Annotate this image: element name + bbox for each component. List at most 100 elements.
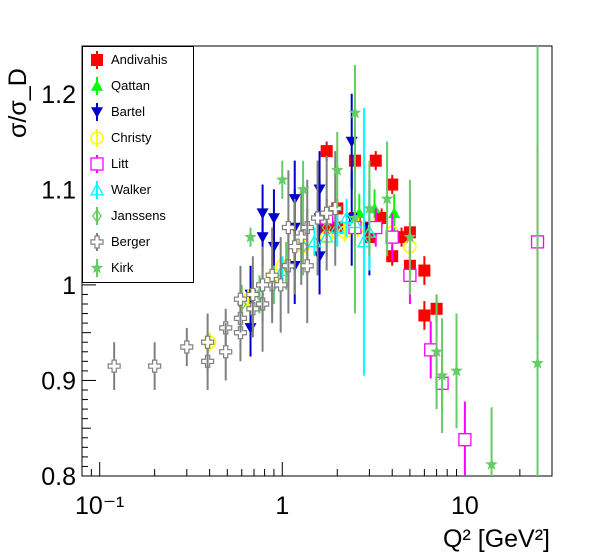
y-tick-label: 0.8 [41,463,76,491]
data-point-marker [107,359,121,373]
data-point-marker [450,364,463,377]
legend-marker [90,155,104,173]
x-tick-label: 10 [451,492,479,520]
legend-entry-litt: Litt [83,151,193,177]
data-point [107,342,121,390]
legend-entry-bartel: Bartel [83,99,193,125]
data-point [531,46,544,476]
data-point-marker [91,80,103,91]
data-point [294,189,308,285]
data-point-marker [281,220,295,235]
data-point-marker [320,145,333,158]
data-point [363,160,376,257]
data-point-marker [430,345,443,358]
data-point-marker [91,107,103,118]
data-point-marker [331,163,344,176]
data-point [265,227,279,324]
data-point-marker [348,106,362,119]
legend-entry-christy: Christy [83,125,193,151]
data-point [267,189,280,247]
data-point [331,132,344,209]
data-point [458,401,472,476]
data-point [348,122,362,314]
x-tick-label: 1 [275,492,289,520]
data-point-marker [403,230,417,243]
data-point-marker [274,278,288,292]
data-point [310,160,325,276]
data-point-marker [356,234,372,248]
data-point-marker [89,182,105,196]
data-point [201,313,215,371]
data-point-marker [267,241,280,253]
data-point-marker [91,54,103,66]
data-point [369,151,382,171]
legend-marker [90,259,104,277]
data-point-marker [219,345,233,359]
data-point-marker [265,268,279,282]
data-point-marker [90,235,104,249]
data-point-marker [180,340,194,354]
legend-entry-andivahis: Andivahis [83,47,193,73]
data-point-marker [201,335,215,349]
data-point [246,256,260,333]
data-point-marker [256,208,269,220]
data-point [430,294,443,410]
data-point [255,246,270,324]
data-point-marker [418,264,431,277]
data-point-marker [531,356,544,369]
data-point-marker [458,433,472,447]
legend-marker [91,51,103,69]
data-point-marker [363,201,376,214]
y-tick-label: 0.9 [41,367,76,395]
data-point [288,198,302,295]
data-point [356,108,372,376]
legend: Andivahis Qattan Bartel Christy Litt Walker Ja… [82,46,194,283]
data-point-marker [435,369,449,381]
data-point-marker [313,184,326,196]
y-tick-label: 1.2 [41,81,76,109]
legend-marker [91,103,103,121]
data-point [274,237,288,333]
legend-label: Christy [111,130,152,145]
data-point [219,323,233,381]
x-tick-label: 10⁻¹ [75,492,124,520]
y-tick-label: 1.1 [41,176,76,204]
data-point [485,407,498,476]
data-point-marker [233,326,248,340]
data-points [107,46,545,476]
y-axis-label: σ/σ_D [0,40,38,140]
legend-entry-qattan: Qattan [83,73,193,99]
legend-marker [92,207,102,225]
data-point-marker [276,173,289,186]
data-point [180,327,194,367]
data-point [233,265,248,333]
series-berger [107,151,342,390]
data-point-marker [369,220,383,235]
legend-marker [91,77,103,95]
data-point [339,198,354,238]
data-point [435,318,449,433]
legend-marker [90,233,104,251]
data-point [418,301,431,330]
data-point-marker [380,192,394,205]
y-axis-label-text: σ/σ_D [4,68,32,138]
y-tick-label: 1 [62,272,76,300]
legend-label: Litt [111,156,129,171]
legend-entry-kirk: Kirk [83,255,193,281]
data-point-marker [369,154,382,167]
data-point-marker [90,261,104,274]
legend-label: Berger [111,234,151,249]
data-point-marker [310,211,325,225]
data-point [256,184,269,242]
data-point-marker [92,208,102,224]
legend-entry-berger: Berger [83,229,193,255]
legend-label: Kirk [111,260,134,275]
series-kirk [244,46,544,476]
data-point-marker [244,230,257,243]
data-point [300,208,314,324]
legend-label: Qattan [111,78,151,93]
data-point [296,160,310,218]
data-point [418,256,431,285]
tick-labels: 10⁻¹ 1 10 0.8 0.9 1 1.1 1.2 [41,81,479,520]
data-point [281,170,295,285]
